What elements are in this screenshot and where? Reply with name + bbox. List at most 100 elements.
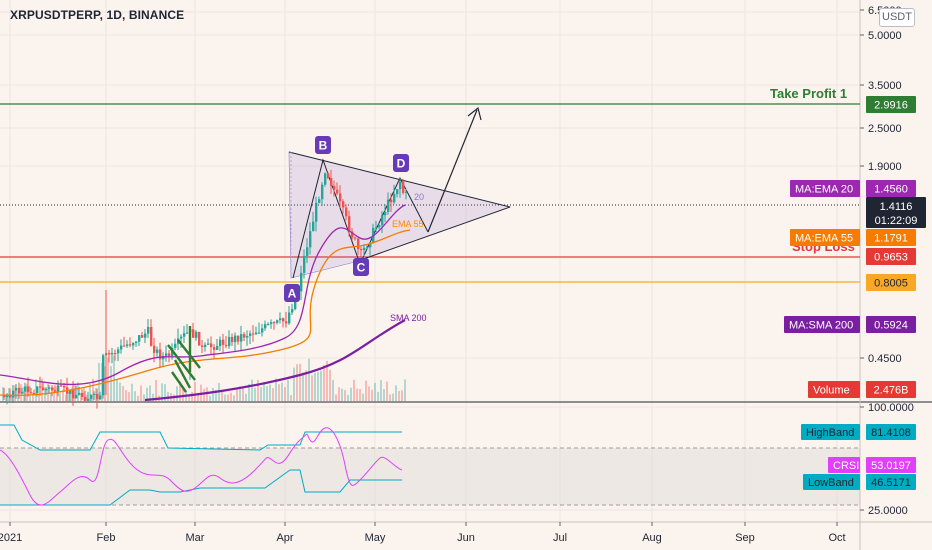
candle-body	[234, 335, 237, 343]
volume-bar	[122, 386, 124, 401]
volume-bar	[335, 394, 337, 401]
candle-body	[291, 309, 294, 313]
ema55-value-badge: 1.1791	[866, 229, 916, 246]
currency-selector[interactable]: USDT	[879, 8, 915, 27]
candle-body	[150, 326, 153, 346]
crsi-band-fill	[0, 448, 860, 505]
price-tick-label: 2.5000	[868, 123, 902, 135]
candle-body	[300, 272, 303, 292]
volume-bar	[281, 382, 283, 401]
countdown-text: 01:22:09	[875, 215, 918, 227]
candle-body	[315, 202, 318, 222]
volume-bar	[5, 393, 7, 401]
volume-bar	[371, 389, 373, 401]
time-tick-label: Aug	[642, 532, 662, 544]
highband-value-badge: 81.4108	[866, 424, 916, 440]
badge-bg	[866, 381, 916, 398]
volume-bar	[167, 391, 169, 401]
candle-body	[120, 345, 123, 350]
take-profit-price-badge: 2.9916	[866, 96, 916, 113]
badge-bg	[801, 424, 860, 440]
volume-bar	[227, 394, 229, 401]
candle-body	[375, 227, 378, 229]
candle-body	[216, 346, 219, 350]
volume-bar	[230, 392, 232, 401]
badge-bg	[866, 474, 916, 490]
volume-bar	[155, 379, 157, 401]
support-price-badge: 0.8005	[866, 274, 916, 291]
volume-bar	[23, 387, 25, 401]
volume-bar	[320, 370, 322, 401]
ema55-name-badge: MA:EMA 55	[790, 229, 860, 246]
candle-body	[282, 318, 285, 322]
volume-bar	[299, 363, 301, 401]
volume-bar	[197, 393, 199, 401]
volume-bar	[314, 372, 316, 401]
volume-bar	[44, 388, 46, 401]
candle-body	[306, 247, 309, 256]
volume-bar	[401, 390, 403, 401]
candle-body	[279, 318, 282, 321]
volume-bar	[398, 391, 400, 401]
pattern-point-b: B	[315, 136, 331, 154]
stop-loss-price-badge: 0.9653	[866, 248, 916, 265]
ema55-line	[0, 229, 411, 397]
candle-body	[132, 343, 135, 346]
candle-body	[381, 215, 384, 226]
volume-bar	[50, 392, 52, 401]
green-stroke	[167, 344, 196, 381]
candle-body	[261, 328, 264, 333]
candle-body	[285, 321, 288, 324]
time-tick-label: Jun	[457, 532, 475, 544]
point-badge	[315, 136, 331, 154]
volume-bar	[125, 390, 127, 401]
candle-body	[330, 177, 333, 186]
volume-bar	[188, 394, 190, 401]
candle-body	[357, 238, 360, 249]
badge-bg	[828, 457, 860, 473]
candle-body	[273, 322, 276, 324]
candle-body	[126, 344, 129, 346]
volume-bar	[245, 393, 247, 401]
candle-body	[138, 335, 141, 342]
volume-bar	[362, 393, 364, 401]
candle-body	[366, 247, 369, 249]
candle-body	[57, 385, 60, 392]
volume-bar	[380, 380, 382, 401]
volume-bar	[83, 387, 85, 401]
lowband-name-badge: LowBand	[803, 474, 860, 490]
volume-bar	[68, 391, 70, 401]
badge-text: MA:EMA 55	[795, 233, 853, 245]
candle-body	[15, 387, 18, 391]
badge-text: 46.5171	[871, 477, 911, 489]
volume-bar	[236, 388, 238, 401]
green-stroke	[173, 359, 192, 389]
volume-bar	[284, 386, 286, 401]
badge-bg	[866, 424, 916, 440]
candle-body	[27, 386, 30, 393]
candle-body	[336, 189, 339, 194]
volume-bar	[341, 388, 343, 401]
volume-bar	[383, 389, 385, 401]
crsi-lowband-line	[0, 469, 402, 506]
lowband-value-badge: 46.5171	[866, 474, 916, 490]
volume-bar	[221, 391, 223, 401]
candle-body	[405, 191, 408, 193]
badge-bg	[866, 96, 916, 113]
volume-bar	[302, 372, 304, 401]
candle-body	[144, 333, 147, 338]
symbol-title: XRPUSDTPERP, 1D, BINANCE	[10, 8, 185, 22]
volume-bar	[152, 393, 154, 401]
volume-bar	[119, 382, 121, 401]
volume-bar	[242, 386, 244, 401]
volume-bar	[161, 383, 163, 401]
volume-value-badge: 2.476B	[866, 381, 916, 398]
volume-bar	[350, 387, 352, 401]
volume-bar	[305, 370, 307, 401]
crsi-line	[0, 427, 403, 506]
volume-bar	[260, 387, 262, 401]
price-tick-label: 0.4500	[868, 353, 902, 365]
volume-bar	[77, 382, 79, 401]
